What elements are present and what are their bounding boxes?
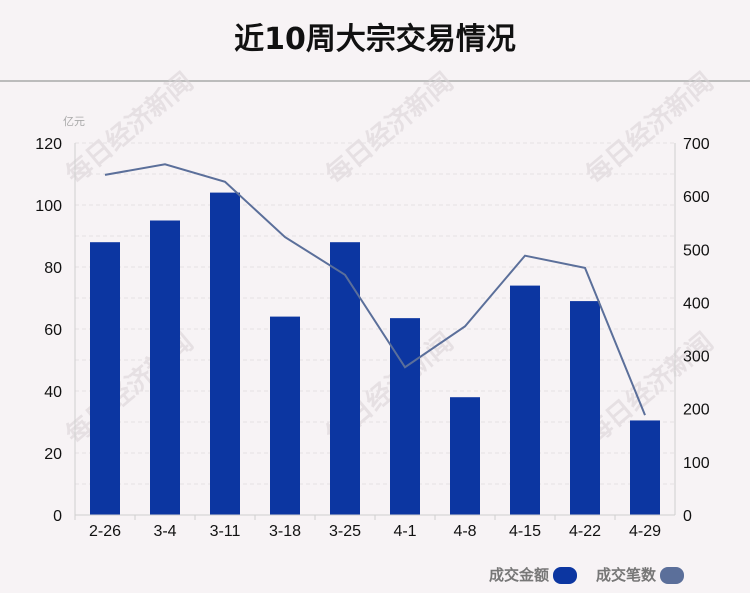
x-tick-label: 4-29	[629, 523, 661, 540]
x-tick-label: 4-1	[393, 523, 416, 540]
bar-2-26	[90, 242, 120, 515]
y2-tick-label: 400	[683, 295, 710, 312]
legend-swatch-count	[660, 567, 684, 584]
x-tick-label: 3-11	[210, 523, 241, 540]
watermark-text: 每日经济新闻	[60, 66, 199, 190]
y2-tick-label: 0	[683, 508, 692, 525]
line-series	[104, 163, 646, 416]
x-tick-label: 3-18	[269, 523, 301, 540]
x-tick-label: 3-4	[153, 523, 176, 540]
chart-title: 近10周大宗交易情况	[234, 22, 516, 57]
legend-label-count: 成交笔数	[596, 566, 657, 584]
watermark-text: 每日经济新闻	[580, 66, 719, 190]
y-tick-label: 100	[35, 198, 62, 215]
x-tick-label: 4-15	[509, 523, 541, 540]
y2-tick-label: 700	[683, 136, 710, 153]
y-tick-label: 80	[44, 260, 62, 277]
bar-3-25	[330, 242, 360, 515]
y2-tick-label: 600	[683, 189, 710, 206]
y2-tick-label: 300	[683, 349, 710, 366]
legend: 成交金额 成交笔数	[489, 566, 684, 584]
x-tick-label: 3-25	[329, 523, 361, 540]
bar-3-4	[150, 220, 180, 515]
watermark-text: 每日经济新闻	[320, 66, 459, 190]
bar-4-8	[450, 397, 480, 515]
y-axis-unit: 亿元	[63, 115, 85, 128]
y-tick-label: 40	[44, 384, 62, 401]
legend-swatch-amount	[553, 567, 577, 584]
bar-3-11	[210, 192, 240, 515]
y-tick-label: 20	[44, 446, 62, 463]
y2-tick-label: 100	[683, 455, 710, 472]
line-path	[104, 163, 646, 416]
y-tick-label: 0	[53, 508, 62, 525]
bar-4-15	[510, 285, 540, 515]
x-tick-label: 4-22	[569, 523, 601, 540]
y2-tick-label: 200	[683, 402, 710, 419]
bar-4-1	[390, 318, 420, 515]
bar-4-22	[570, 301, 600, 515]
x-tick-label: 4-8	[453, 523, 476, 540]
y2-tick-label: 500	[683, 242, 710, 259]
axes: 亿元 0 20 40 60 80 100 120 0 100 200 300 400 500 600 700 2…	[35, 115, 710, 540]
bar-4-29	[630, 420, 660, 515]
bar-series	[90, 192, 660, 515]
y-tick-label: 120	[35, 136, 62, 153]
y-tick-label: 60	[44, 322, 62, 339]
legend-label-amount: 成交金额	[489, 566, 549, 584]
bar-3-18	[270, 316, 300, 515]
x-tick-label: 2-26	[89, 523, 121, 540]
title-divider	[0, 80, 750, 82]
